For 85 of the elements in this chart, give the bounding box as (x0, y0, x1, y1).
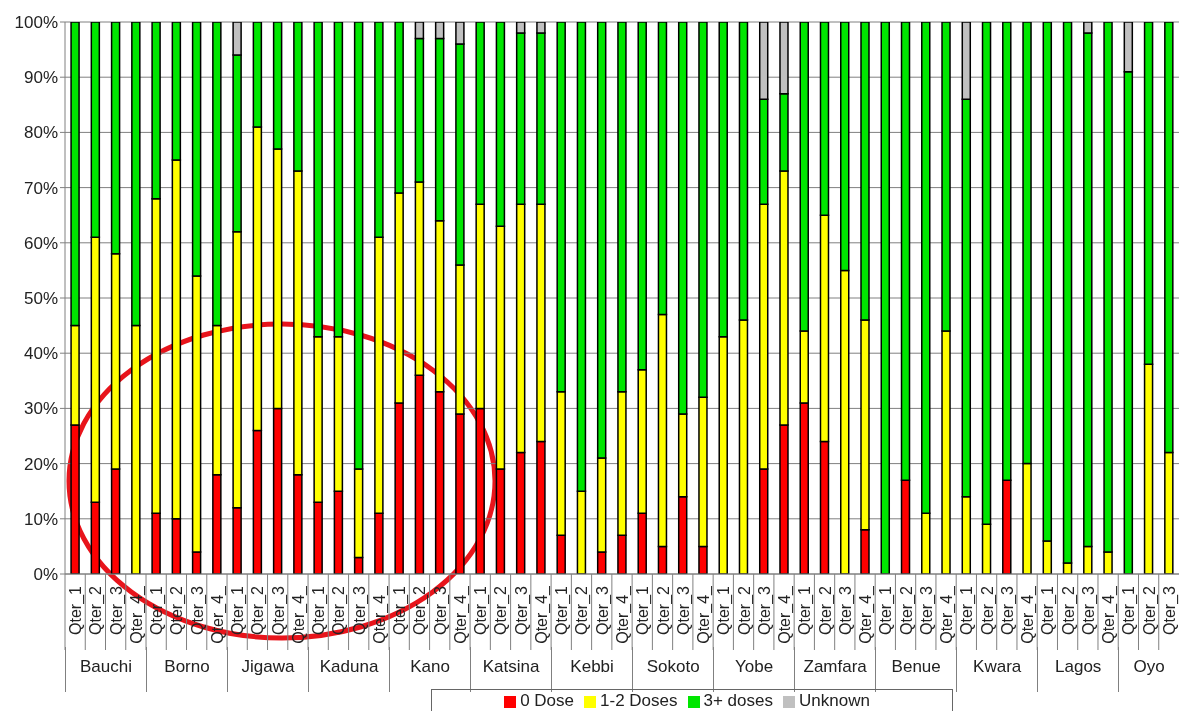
x-tick-label: Qter_1 (472, 585, 491, 635)
text: Kebbi (570, 657, 614, 676)
x-tick-label: Qter_2 (1140, 585, 1159, 635)
x-tick-label: Qter_3 (836, 585, 855, 635)
x-tick-label: Qter_2 (573, 585, 592, 635)
legend-label: 3+ doses (703, 691, 773, 710)
text: Kaduna (319, 657, 379, 676)
x-tick-label: Qter_3 (1160, 585, 1179, 635)
legend-label: Unknown (798, 691, 870, 710)
x-tick-label: Qter_3 (593, 585, 612, 635)
text: Yobe (735, 657, 774, 676)
x-tick-label: Qter_3 (755, 585, 774, 635)
x-tick-label: Qter_3 (998, 585, 1017, 635)
x-tick-label: Qter_1 (958, 585, 977, 635)
text: Bauchi (80, 657, 132, 676)
x-tick-label: Qter_3 (917, 585, 936, 635)
text: Zamfara (803, 657, 867, 676)
x-tick-label: Qter_1 (877, 585, 896, 635)
x-tick-label: Qter_2 (897, 585, 916, 635)
text: Lagos (1055, 657, 1102, 676)
x-tick-label: Qter_2 (168, 585, 187, 635)
x-tick-label: Qter_3 (350, 585, 369, 635)
y-tick-label: 90% (23, 68, 58, 88)
x-tick-label: Qter_2 (735, 585, 754, 635)
text: Katsina (482, 657, 540, 676)
x-tick-label: Qter_1 (1039, 585, 1058, 635)
x-tick-label: Qter_3 (107, 585, 126, 635)
x-tick-label: Qter_1 (148, 585, 167, 635)
x-tick-label: Qter_1 (553, 585, 572, 635)
x-tick-label: Qter_3 (269, 585, 288, 635)
y-tick-label: 20% (23, 454, 58, 474)
y-tick-label: 100% (14, 13, 58, 33)
y-tick-label: 0% (33, 565, 58, 585)
x-tick-label: Qter_2 (87, 585, 106, 635)
x-tick-label: Qter_1 (67, 585, 86, 635)
x-tick-label: Qter_2 (330, 585, 349, 635)
x-tick-label: Qter_2 (654, 585, 673, 635)
y-tick-label: 40% (23, 344, 58, 364)
x-tick-label: Qter_4_ (614, 584, 632, 644)
x-tick-label: Qter_2 (411, 585, 430, 635)
x-tick-label: Qter_4_ (1100, 584, 1119, 644)
x-tick-label: Qter_1 (796, 585, 815, 635)
x-tick-label: Qter_4_ (451, 584, 470, 644)
x-tick-label: Qter_4_ (938, 584, 957, 644)
x-tick-label: Qter_4_ (289, 584, 308, 644)
x-tick-label: Qter_2 (1059, 585, 1078, 635)
y-tick-label: 80% (23, 123, 58, 143)
x-tick-label: Qter_2 (249, 585, 268, 635)
x-tick-label: Qter_1 (310, 585, 329, 635)
x-tick-label: Qter_1 (715, 585, 734, 635)
x-tick-label: Qter_4_ (1019, 584, 1038, 644)
text: Jigawa (241, 657, 295, 676)
legend-label: 1-2 Doses (600, 691, 678, 710)
y-tick-label: 10% (23, 509, 58, 529)
x-tick-label: Qter_2 (492, 585, 511, 635)
x-tick-label: Qter_4_ (127, 584, 146, 644)
x-tick-label: Qter_4_ (776, 584, 795, 644)
x-tick-label: Qter_3 (512, 585, 531, 635)
x-tick-label: Qter_4_ (208, 584, 227, 644)
x-tick-label: Qter_4_ (695, 584, 714, 644)
legend-label: 0 Dose (520, 691, 575, 710)
x-tick-label: Qter_1 (391, 585, 410, 635)
x-tick-label: Qter_3 (431, 585, 450, 635)
text: Sokoto (646, 657, 700, 676)
y-tick-label: 70% (23, 178, 58, 198)
x-tick-label: Qter_3 (1079, 585, 1098, 635)
x-tick-label: Qter_2 (978, 585, 997, 635)
x-tick-label: Qter_4_ (532, 584, 551, 644)
x-tick-label: Qter_4_ (857, 584, 876, 644)
x-tick-label: Qter_2 (816, 585, 835, 635)
x-tick-label: Qter_1 (634, 585, 653, 635)
x-tick-label: Qter_1 (1120, 585, 1139, 635)
x-tick-label: Qter_4_ (370, 584, 389, 644)
y-tick-label: 60% (23, 233, 58, 253)
x-tick-label: Qter_3 (188, 585, 207, 635)
x-tick-label: Qter_3 (674, 585, 693, 635)
text: Oyo (1133, 657, 1165, 676)
text: Kano (410, 657, 450, 676)
text: Kwara (973, 657, 1022, 676)
text: Benue (891, 657, 941, 676)
bar (880, 22, 891, 574)
x-tick-label: Qter_1 (229, 585, 248, 635)
text: Borno (164, 657, 210, 676)
y-tick-label: 50% (23, 289, 58, 309)
y-tick-label: 30% (23, 399, 58, 419)
